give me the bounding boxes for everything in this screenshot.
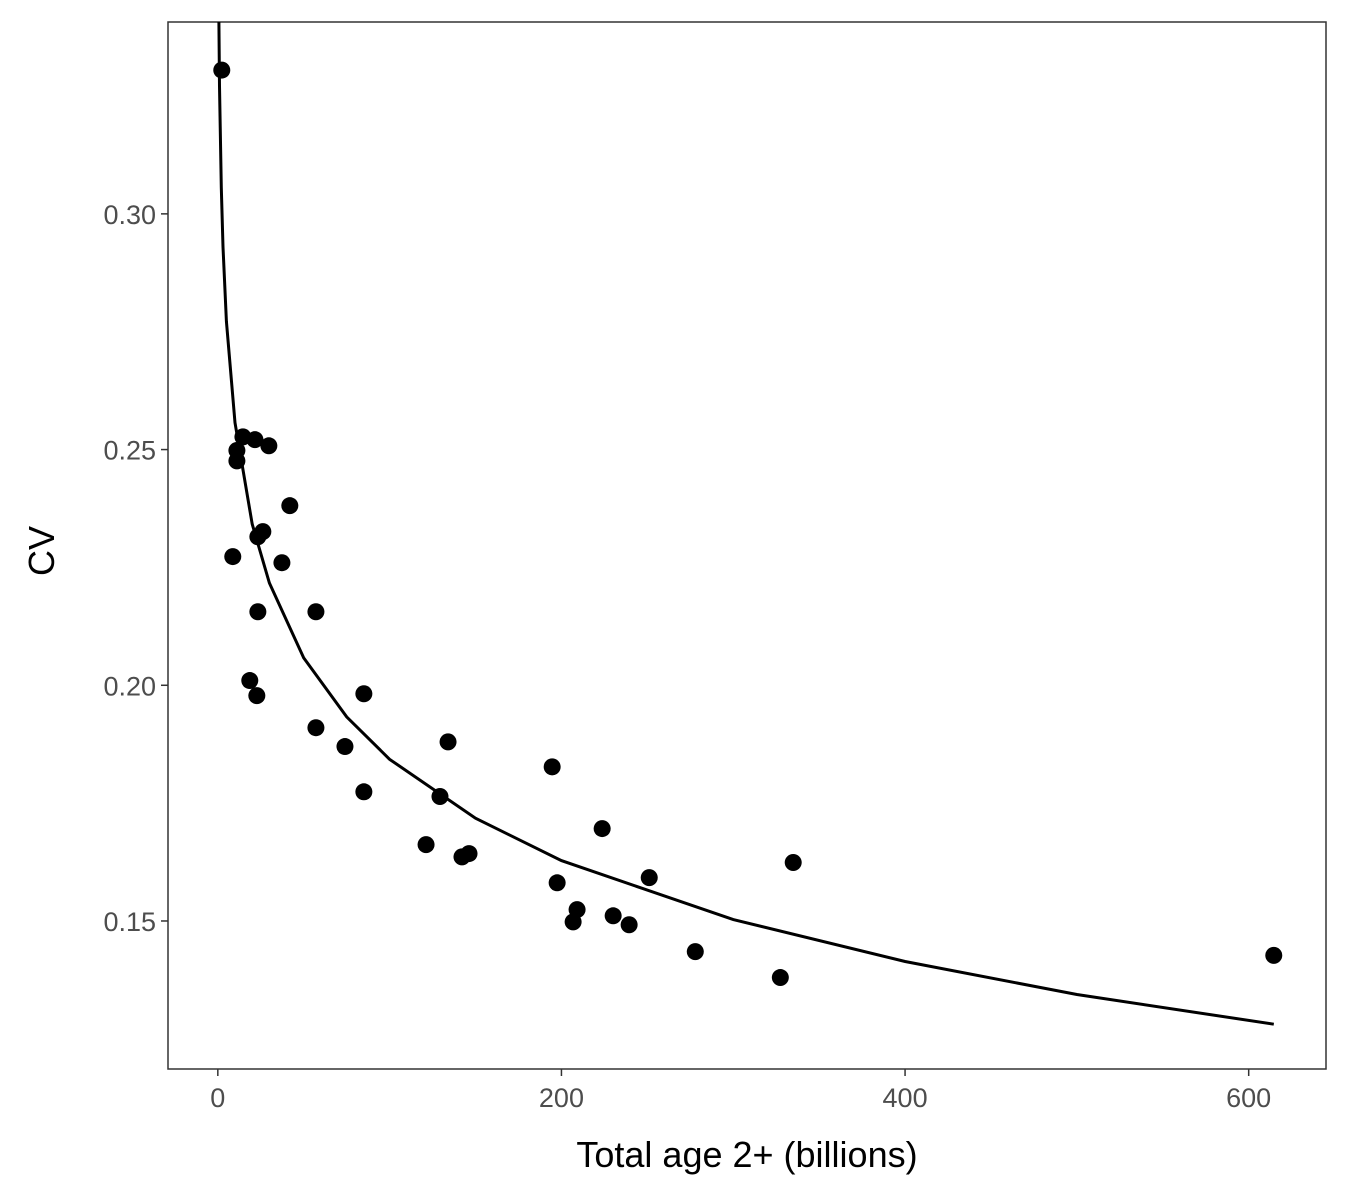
data-point [249,528,267,546]
data-point [548,874,566,892]
data-point [543,758,561,776]
y-tick-label: 0.20 [103,671,156,701]
data-point [260,437,278,455]
axes: 0 200 400 600 0.15 0.20 0.25 0.30 [103,200,1271,1113]
data-point [273,554,291,572]
y-tick-label: 0.25 [103,436,156,466]
x-tick-label: 400 [883,1083,928,1113]
data-point [355,783,373,801]
x-axis-title: Total age 2+ (billions) [576,1134,917,1175]
data-point [431,788,449,806]
data-point [307,719,325,737]
data-point [241,672,259,690]
data-point [620,916,638,934]
data-point [686,943,704,961]
x-tick-label: 200 [539,1083,584,1113]
data-point [281,497,299,515]
data-point [249,603,267,621]
data-point [246,431,264,449]
x-tick-label: 600 [1226,1083,1271,1113]
y-tick-label: 0.15 [103,907,156,937]
data-point [355,685,373,703]
data-point [213,61,231,79]
x-tick-label: 0 [210,1083,225,1113]
data-point [224,548,242,566]
fit-curve [217,22,1275,1026]
data-point [593,820,611,838]
data-point [564,913,582,931]
data-point [771,969,789,987]
y-axis-title: CV [21,526,62,576]
data-point [248,687,266,705]
plot-panel [167,21,1327,1070]
data-point [439,733,457,751]
y-tick-label: 0.30 [103,200,156,230]
data-point [417,836,435,854]
data-point [640,869,658,887]
data-point [460,845,478,863]
data-point [228,452,246,470]
data-point [604,907,622,925]
data-point [1265,946,1283,964]
data-point [307,603,325,621]
plot-marks [213,22,1283,1026]
data-point [336,738,354,756]
data-point [784,854,802,872]
